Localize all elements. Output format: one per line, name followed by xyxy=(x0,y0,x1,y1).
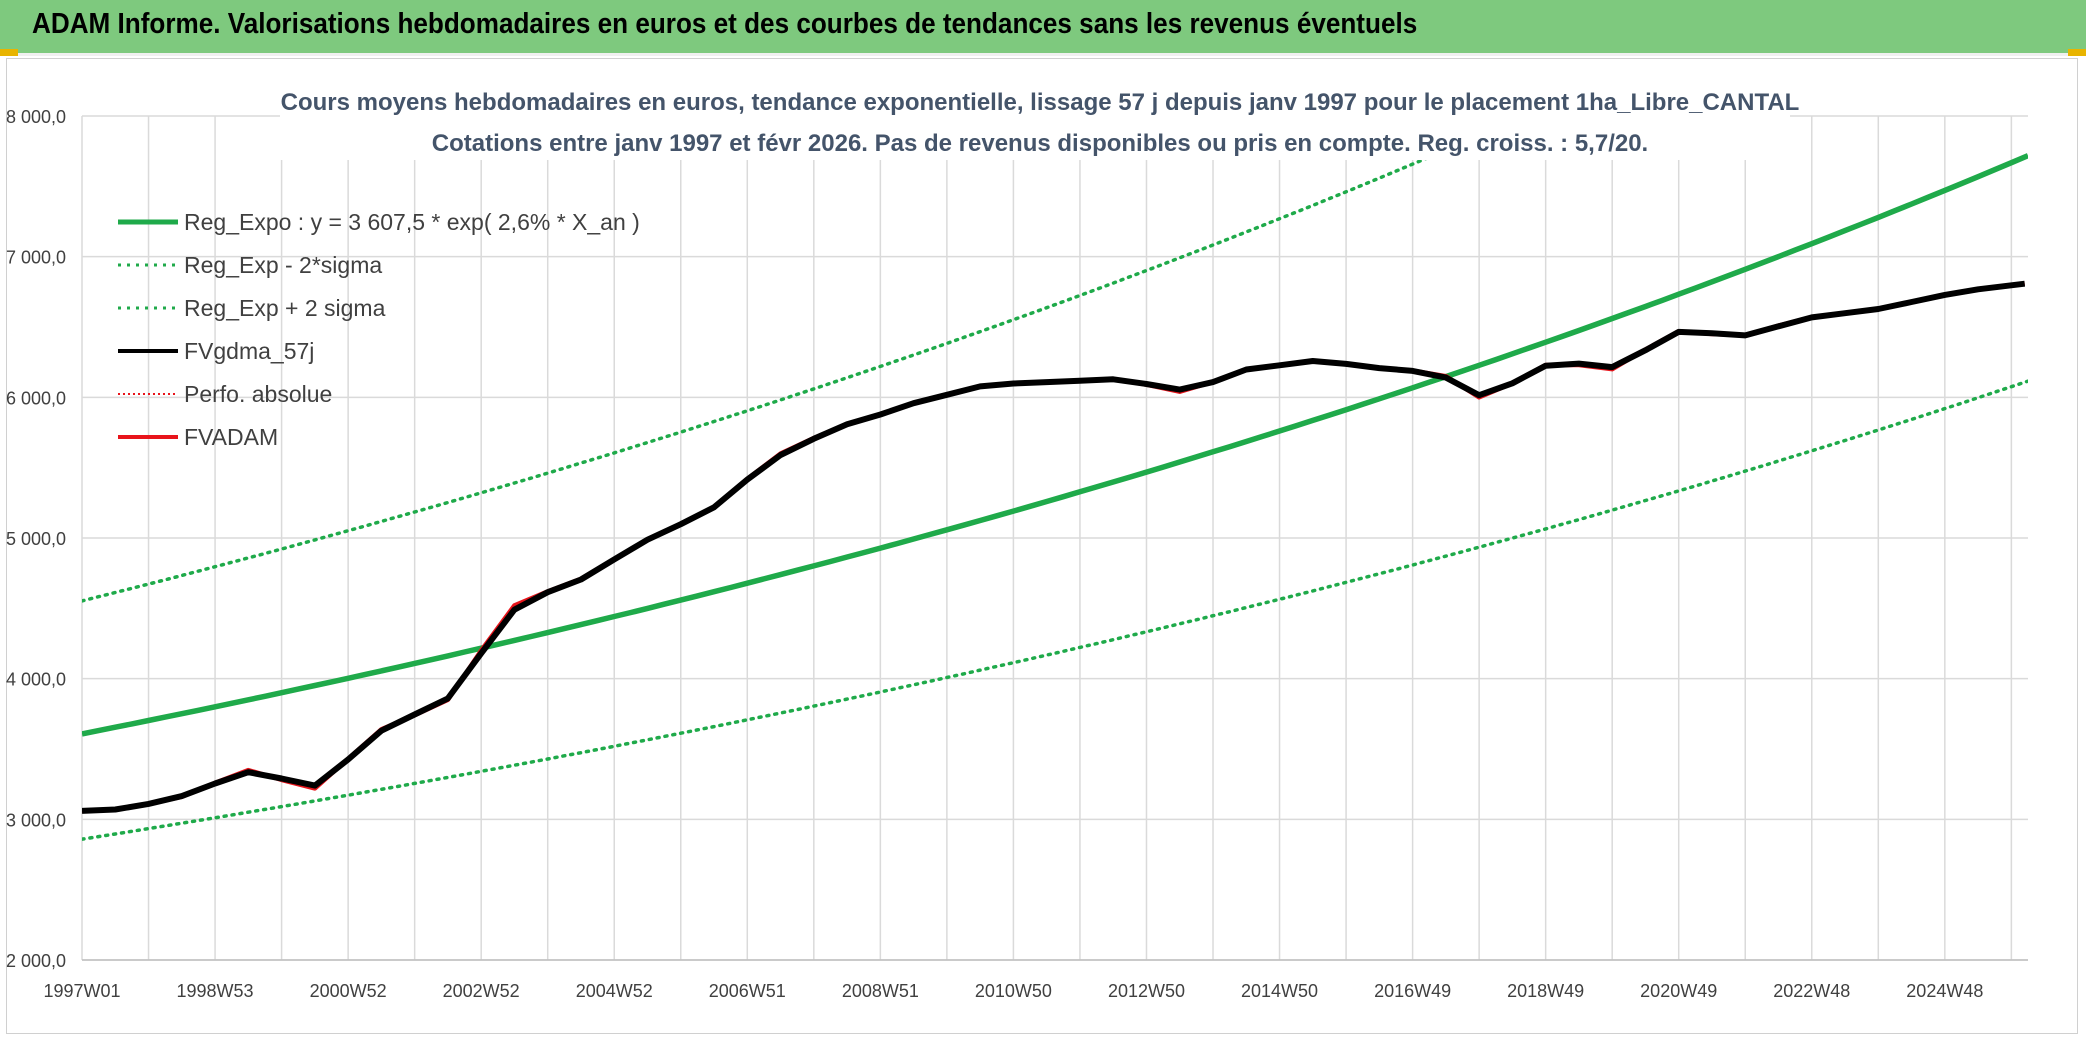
x-tick-label: 2008W51 xyxy=(842,981,919,1001)
legend-item: Reg_Expo : y = 3 607,5 * exp( 2,6% * X_a… xyxy=(118,209,640,235)
x-tick-label: 2002W52 xyxy=(443,981,520,1001)
x-tick-label: 2016W49 xyxy=(1374,981,1451,1001)
y-tick-label: 5 000,0 xyxy=(6,529,66,549)
x-tick-label: 2004W52 xyxy=(576,981,653,1001)
legend-box xyxy=(100,200,700,460)
x-tick-label: 2020W49 xyxy=(1640,981,1717,1001)
legend-item: FVADAM xyxy=(118,424,278,450)
x-tick-label: 2006W51 xyxy=(709,981,786,1001)
x-tick-label: 2022W48 xyxy=(1773,981,1850,1001)
y-tick-label: 2 000,0 xyxy=(6,951,66,971)
header-title: ADAM Informe. Valorisations hebdomadaire… xyxy=(32,8,1418,40)
corner-mark-right xyxy=(2068,49,2086,56)
legend-item: FVgdma_57j xyxy=(118,338,314,364)
y-tick-label: 8 000,0 xyxy=(6,107,66,127)
x-tick-label: 2014W50 xyxy=(1241,981,1318,1001)
x-tick-label: 1998W53 xyxy=(177,981,254,1001)
x-tick-label: 2000W52 xyxy=(310,981,387,1001)
legend-item: Reg_Exp + 2 sigma xyxy=(118,295,386,321)
corner-mark-left xyxy=(0,49,18,56)
legend-item: Perfo. absolue xyxy=(118,381,332,407)
legend-label: Perfo. absolue xyxy=(184,381,332,407)
x-tick-label: 2018W49 xyxy=(1507,981,1584,1001)
x-axis-tick-labels: 1997W01 1998W53 2000W52 2002W52 2004W52 2006W… xyxy=(43,981,1983,1001)
legend-label: Reg_Exp - 2*sigma xyxy=(184,252,382,278)
y-tick-label: 6 000,0 xyxy=(6,388,66,408)
y-tick-label: 3 000,0 xyxy=(6,810,66,830)
y-axis-tick-labels: 2 000,0 3 000,0 4 000,0 5 000,0 6 000,0 7 000… xyxy=(6,107,66,971)
legend-item: Reg_Exp - 2*sigma xyxy=(118,252,382,278)
series-lines xyxy=(82,110,2028,841)
series-reg-exp-plus-2sigma xyxy=(82,110,1543,603)
legend-label: FVADAM xyxy=(184,424,278,450)
title-backdrop xyxy=(280,80,1790,160)
header-banner: ADAM Informe. Valorisations hebdomadaire… xyxy=(0,0,2086,56)
x-tick-label: 2012W50 xyxy=(1108,981,1185,1001)
y-tick-label: 4 000,0 xyxy=(6,670,66,690)
y-tick-label: 7 000,0 xyxy=(6,248,66,268)
grid xyxy=(81,115,2028,961)
x-tick-label: 2024W48 xyxy=(1906,981,1983,1001)
legend: Reg_Expo : y = 3 607,5 * exp( 2,6% * X_a… xyxy=(100,200,700,460)
x-tick-label: 1997W01 xyxy=(43,981,120,1001)
series-fvgdma_57j xyxy=(82,280,2026,814)
chart-title-line-2: Cotations entre janv 1997 et févr 2026. … xyxy=(432,130,1648,157)
series-reg-exp-minus-2sigma xyxy=(82,379,2028,841)
x-tick-label: 2010W50 xyxy=(975,981,1052,1001)
legend-label: Reg_Exp + 2 sigma xyxy=(184,295,386,321)
series-reg-expo xyxy=(82,153,2028,737)
chart-area xyxy=(6,58,2078,1034)
chart-title-line-1: Cours moyens hebdomadaires en euros, ten… xyxy=(281,89,1800,116)
legend-label: Reg_Expo : y = 3 607,5 * exp( 2,6% * X_a… xyxy=(184,209,640,235)
legend-label: FVgdma_57j xyxy=(184,338,314,364)
